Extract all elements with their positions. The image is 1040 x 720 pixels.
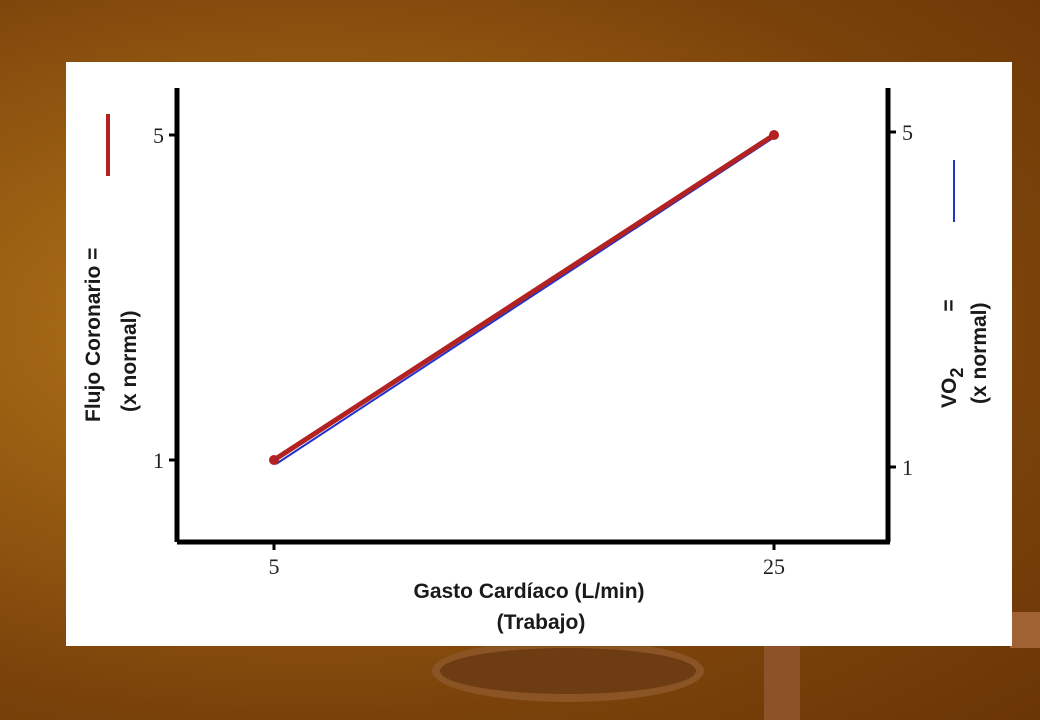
- right-y-tick-label: 5: [902, 120, 913, 145]
- left-y-tick-label: 1: [153, 448, 164, 473]
- vo-label: VO: [938, 378, 961, 408]
- coronary-flow-series-line: [272, 132, 776, 463]
- vo-subscript: 2: [947, 368, 967, 378]
- x-tick-label: 5: [269, 554, 280, 579]
- decorative-bar: [1010, 612, 1040, 648]
- x-axis-sublabel: (Trabajo): [497, 611, 586, 634]
- data-point: [769, 130, 779, 140]
- data-point: [269, 455, 279, 465]
- vo-equals: =: [938, 299, 961, 311]
- right-y-tick-label: 1: [902, 455, 913, 480]
- line-chart: 5 25 1 5 1 5 Gasto Cardíaco (L/min) (Tra…: [82, 88, 991, 634]
- x-axis-label: Gasto Cardíaco (L/min): [413, 580, 644, 603]
- x-tick-label: 25: [763, 554, 785, 579]
- right-y-axis-label: VO2 =: [938, 299, 967, 408]
- left-y-tick-label: 5: [153, 123, 164, 148]
- decorative-ring: [432, 640, 704, 702]
- right-y-axis-sublabel: (x normal): [968, 302, 991, 404]
- left-y-axis-sublabel: (x normal): [118, 310, 141, 412]
- chart-panel: 5 25 1 5 1 5 Gasto Cardíaco (L/min) (Tra…: [66, 62, 1012, 646]
- left-y-axis-label: Flujo Coronario =: [82, 248, 105, 422]
